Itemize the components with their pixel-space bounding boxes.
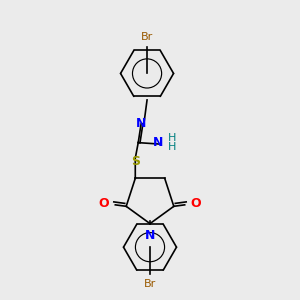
Text: N: N bbox=[153, 136, 163, 149]
Text: S: S bbox=[131, 155, 140, 168]
Text: H: H bbox=[168, 142, 176, 152]
Text: N: N bbox=[136, 117, 146, 130]
Text: Br: Br bbox=[141, 32, 153, 42]
Text: O: O bbox=[190, 197, 201, 210]
Text: Br: Br bbox=[144, 279, 156, 289]
Text: O: O bbox=[99, 197, 110, 210]
Text: N: N bbox=[145, 229, 155, 242]
Text: H: H bbox=[168, 133, 176, 143]
